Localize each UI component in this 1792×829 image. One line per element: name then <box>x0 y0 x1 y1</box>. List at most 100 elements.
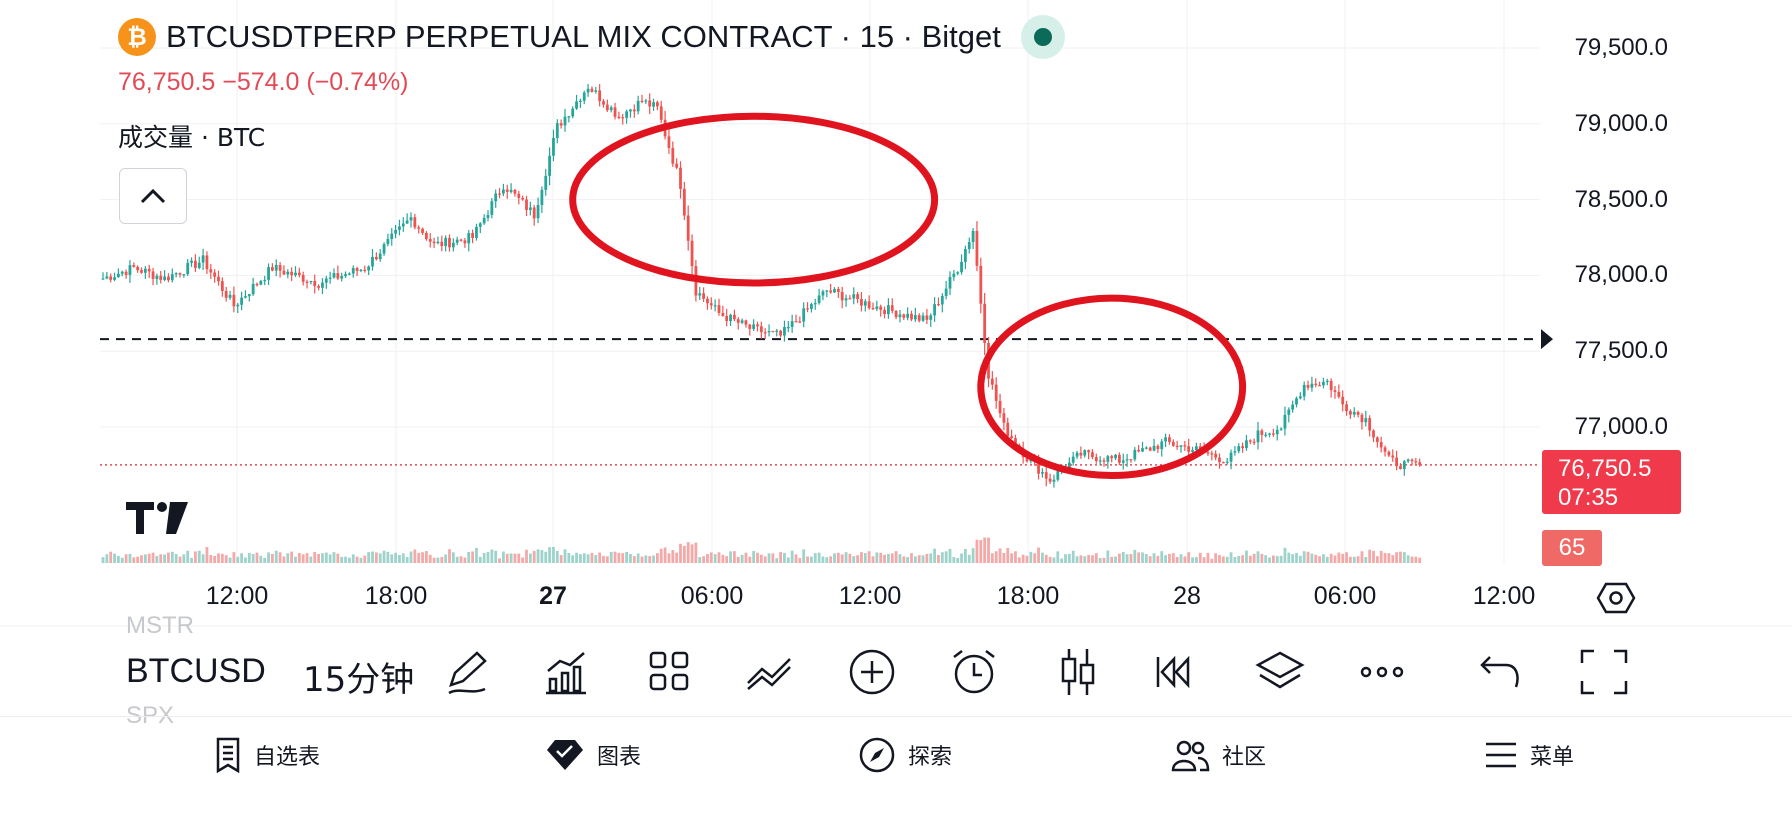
compare-icon[interactable] <box>744 647 796 697</box>
candle-body <box>101 278 105 280</box>
volume-bar <box>625 551 628 563</box>
volume-bar <box>1279 555 1283 563</box>
bottom-navigation <box>0 716 1792 829</box>
volume-bar <box>109 551 113 563</box>
alarm-icon[interactable] <box>948 647 1000 697</box>
volume-bar <box>890 553 894 563</box>
candle-body <box>937 304 940 306</box>
timeframe-selector[interactable]: 15分钟 <box>303 660 415 700</box>
candle-body <box>636 100 640 112</box>
candle-body <box>736 319 740 323</box>
volume-bar <box>659 548 663 563</box>
volume-bar <box>544 551 548 563</box>
candle-body <box>251 283 255 295</box>
candle-body <box>1044 472 1048 479</box>
volume-bar <box>709 552 713 563</box>
symbol-header[interactable]: ₿ BTCUSDTPERP PERPETUAL MIX CONTRACT · 1… <box>118 14 1065 60</box>
candle-body <box>451 242 455 248</box>
volume-bar <box>301 554 305 563</box>
more-icon[interactable] <box>1356 647 1408 697</box>
volume-bar <box>509 553 513 563</box>
candle-body <box>143 268 147 273</box>
watchlist-icon <box>216 737 240 773</box>
volume-legend[interactable]: 成交量 · BTC <box>118 123 266 152</box>
candle-body <box>1241 446 1244 448</box>
volume-bar <box>621 553 625 563</box>
candle-body <box>1233 451 1237 453</box>
nav-watchlist[interactable]: 自选表 <box>214 735 320 775</box>
volume-bar <box>128 553 132 563</box>
candle-body <box>1325 380 1329 382</box>
layers-icon[interactable] <box>1254 647 1306 697</box>
candle-body <box>1260 430 1264 435</box>
volume-bar <box>894 551 898 563</box>
volume-bar <box>582 553 586 563</box>
volume-bar <box>528 553 532 563</box>
add-circle-icon[interactable] <box>846 647 898 697</box>
volume-bar <box>251 554 255 563</box>
volume-bar <box>1322 554 1325 563</box>
volume-bar <box>887 554 890 563</box>
pen-icon[interactable] <box>441 647 493 697</box>
volume-bar <box>794 554 798 563</box>
candle-body <box>690 240 694 267</box>
volume-bar <box>1106 550 1110 563</box>
volume-bar <box>494 550 498 563</box>
market-status-icon[interactable] <box>1020 15 1065 59</box>
candle-body <box>1345 404 1348 412</box>
candle-body <box>625 111 628 118</box>
volume-bar <box>821 556 825 563</box>
candle-body <box>921 315 925 321</box>
candle-body <box>902 314 906 318</box>
volume-bar <box>1241 555 1244 563</box>
volume-bar <box>425 551 428 563</box>
candle-body <box>1114 454 1117 459</box>
candle-body <box>220 281 224 291</box>
candle-body <box>475 226 478 238</box>
volume-bar <box>182 554 186 563</box>
symbol-selector[interactable]: BTCUSD <box>126 652 266 690</box>
replay-icon[interactable] <box>1152 647 1204 697</box>
price-chart[interactable] <box>0 0 1792 716</box>
volume-bar <box>640 556 644 563</box>
undo-icon[interactable] <box>1476 647 1528 697</box>
candle-body <box>994 384 998 401</box>
nav-community[interactable]: 社区 <box>1170 735 1266 775</box>
volume-bar <box>1356 556 1360 563</box>
nav-menu[interactable]: 菜单 <box>1484 735 1574 775</box>
layout-grid-icon[interactable] <box>643 647 695 697</box>
nav-explore[interactable]: 探索 <box>858 735 952 775</box>
candle-body <box>779 330 782 336</box>
candle-body <box>1295 398 1298 405</box>
candle-body <box>1094 457 1098 462</box>
candle-body <box>1118 454 1121 463</box>
candle-body <box>413 217 417 228</box>
volume-bar <box>679 543 682 563</box>
volume-bar <box>663 547 667 563</box>
volume-bar <box>1275 556 1279 563</box>
symbol-title: BTCUSDTPERP PERPETUAL MIX CONTRACT · 15 … <box>166 19 1001 54</box>
volume-bar <box>1291 554 1295 563</box>
chart-settings-icon[interactable] <box>1596 580 1636 616</box>
volume-bar <box>552 546 555 563</box>
volume-bar <box>340 556 344 563</box>
volume-bar <box>194 551 197 563</box>
candle-body <box>833 289 836 293</box>
volume-bar <box>1041 552 1044 563</box>
candle-body <box>817 295 821 304</box>
candle-body <box>1410 459 1414 462</box>
candle-body <box>944 288 948 297</box>
volume-bar <box>713 554 717 563</box>
candle-body <box>613 107 617 117</box>
volume-bar <box>313 552 317 563</box>
candle-style-icon[interactable] <box>1052 647 1104 697</box>
fullscreen-icon[interactable] <box>1578 647 1630 697</box>
indicators-icon[interactable] <box>540 647 592 697</box>
collapse-legend-button[interactable] <box>119 168 187 224</box>
candle-body <box>1314 383 1318 386</box>
candle-body <box>990 378 994 385</box>
volume-bar <box>798 558 802 563</box>
nav-chart[interactable]: 图表 <box>545 735 641 775</box>
candle-body <box>390 233 394 240</box>
candle-body <box>1368 418 1372 431</box>
